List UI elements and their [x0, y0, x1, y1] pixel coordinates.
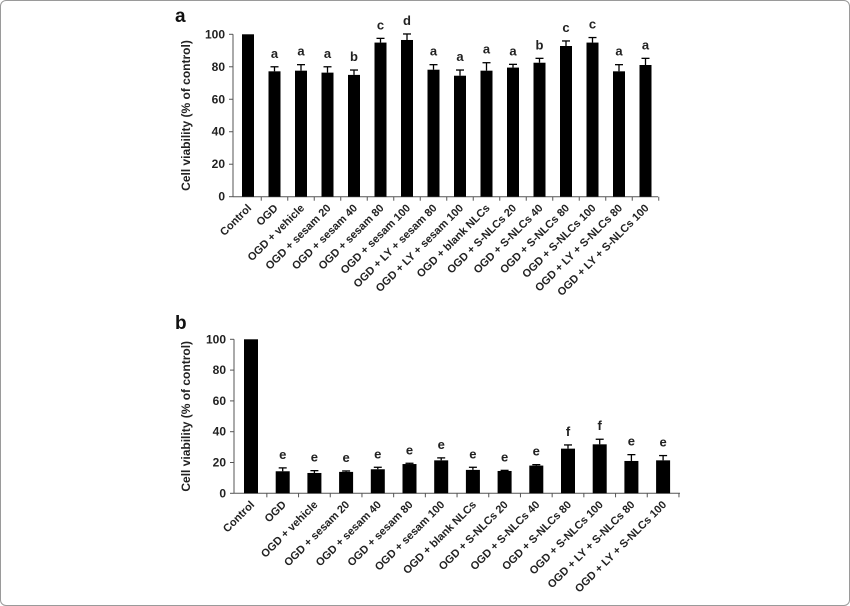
- significance-letter: c: [377, 17, 384, 32]
- significance-letter: b: [350, 49, 358, 64]
- significance-letter: e: [311, 450, 318, 465]
- bar: [656, 460, 671, 494]
- y-tick-label: 100: [205, 27, 225, 41]
- y-tick-label: 60: [212, 92, 226, 106]
- x-tick-label: OGD: [263, 499, 289, 525]
- significance-letter: e: [406, 442, 413, 457]
- significance-letter: c: [589, 17, 596, 32]
- bar: [339, 471, 354, 494]
- y-tick-label: 80: [212, 60, 226, 74]
- panel-b: b Cell viability (% of control) 0 20 40 60 80 1…: [175, 313, 680, 595]
- bar: [307, 472, 322, 494]
- bar: [560, 45, 572, 197]
- bar: [533, 62, 546, 197]
- significance-letter: e: [438, 437, 445, 452]
- bar: [624, 460, 639, 494]
- bar: [374, 42, 387, 197]
- significance-letter: e: [533, 444, 540, 459]
- bar: [295, 70, 307, 197]
- bar: [480, 70, 493, 197]
- y-tick-label: 80: [213, 363, 227, 377]
- significance-letter: e: [628, 434, 635, 449]
- bar: [586, 42, 599, 197]
- significance-letter: d: [403, 13, 411, 28]
- significance-letter: f: [566, 424, 571, 439]
- bar: [529, 465, 544, 494]
- significance-letter: e: [501, 449, 508, 464]
- significance-letter: a: [615, 44, 623, 59]
- bar: [427, 69, 440, 197]
- significance-letter: e: [469, 446, 476, 461]
- bar: [348, 74, 360, 197]
- x-tick-label: Control: [221, 499, 257, 535]
- bar: [454, 75, 466, 197]
- bar: [370, 469, 385, 494]
- significance-letter: a: [483, 42, 491, 57]
- significance-letter: e: [279, 447, 286, 462]
- bar: [613, 71, 625, 197]
- bar: [639, 64, 652, 197]
- y-tick-label: 0: [218, 190, 225, 204]
- y-tick-label: 40: [213, 425, 227, 439]
- significance-letter: c: [562, 20, 569, 35]
- bar: [321, 72, 334, 197]
- panel-label: a: [175, 6, 186, 27]
- bar: [497, 470, 512, 494]
- significance-letter: a: [430, 44, 438, 59]
- significance-letter: f: [598, 418, 603, 433]
- bar: [242, 34, 254, 197]
- y-axis-title: Cell viability (% of control): [179, 341, 193, 492]
- significance-letter: e: [342, 450, 349, 465]
- bar: [592, 444, 607, 494]
- significance-letter: a: [642, 37, 650, 52]
- y-tick-label: 20: [212, 157, 226, 171]
- y-tick-label: 0: [219, 486, 226, 500]
- significance-letter: e: [374, 446, 381, 461]
- panel-label: b: [175, 313, 187, 334]
- bar: [561, 448, 575, 494]
- bar: [401, 39, 413, 197]
- significance-letter: a: [456, 49, 464, 64]
- bar: [507, 67, 519, 197]
- significance-letter: a: [509, 43, 517, 58]
- x-tick-label: OGD + vehicle: [259, 499, 320, 560]
- bar: [434, 460, 449, 494]
- y-tick-label: 60: [213, 394, 227, 408]
- y-tick-label: 40: [212, 125, 226, 139]
- bar: [244, 339, 258, 494]
- significance-letter: a: [324, 46, 332, 61]
- x-tick-label: Control: [218, 202, 254, 238]
- y-tick-label: 100: [206, 332, 226, 346]
- significance-letter: b: [536, 37, 544, 52]
- bar: [402, 464, 417, 494]
- significance-letter: a: [271, 46, 279, 61]
- panel-a: a Cell viability (% of control) 0 20 40 60 80 1…: [175, 6, 660, 299]
- bar: [275, 471, 290, 494]
- significance-letter: e: [659, 435, 666, 450]
- bar: [465, 469, 480, 494]
- y-tick-label: 20: [213, 456, 227, 470]
- y-axis-title: Cell viability (% of control): [179, 40, 193, 191]
- bar: [268, 71, 281, 197]
- significance-letter: a: [297, 44, 305, 59]
